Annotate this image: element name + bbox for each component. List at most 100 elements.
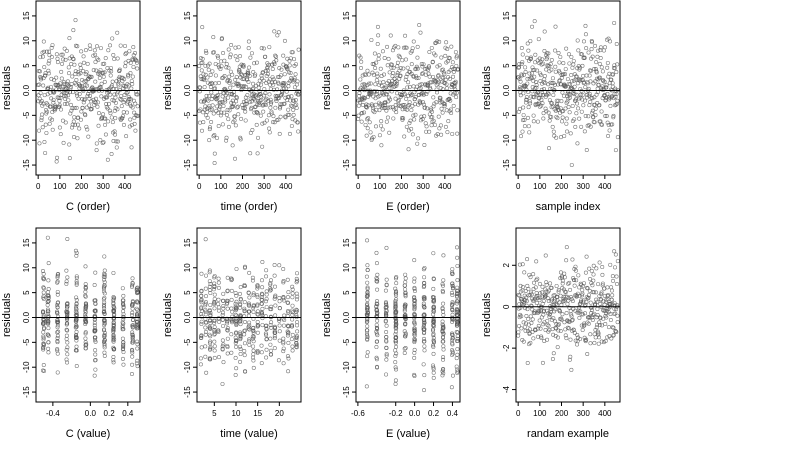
data-point xyxy=(199,321,204,326)
data-point xyxy=(64,357,69,362)
data-point xyxy=(93,352,98,357)
data-point xyxy=(448,91,453,96)
data-point xyxy=(544,93,549,98)
data-point xyxy=(55,155,60,160)
data-point xyxy=(581,103,586,108)
data-point xyxy=(224,138,229,143)
x-tick-label: 10 xyxy=(232,409,241,418)
data-point xyxy=(268,287,273,292)
data-point xyxy=(59,69,64,74)
data-point xyxy=(246,79,251,84)
data-point xyxy=(594,266,599,271)
data-point xyxy=(608,87,613,92)
data-point xyxy=(591,272,596,277)
data-point xyxy=(199,333,204,338)
data-point xyxy=(226,47,231,52)
data-point xyxy=(251,352,256,357)
y-tick-label: 15 xyxy=(22,11,31,20)
data-point xyxy=(135,291,140,296)
data-point xyxy=(406,102,411,107)
data-point xyxy=(546,323,551,328)
data-point xyxy=(54,159,59,164)
x-axis-label: E (value) xyxy=(386,428,430,440)
data-point xyxy=(533,52,538,57)
data-point xyxy=(100,140,105,145)
data-point xyxy=(605,335,610,340)
data-point xyxy=(233,372,238,377)
data-point xyxy=(356,113,361,118)
data-point xyxy=(89,106,94,111)
data-point xyxy=(71,28,76,33)
y-tick-label: -10 xyxy=(342,134,351,146)
data-point xyxy=(551,92,556,97)
data-point xyxy=(208,318,213,323)
data-point xyxy=(612,249,617,254)
data-point xyxy=(393,360,398,365)
data-point xyxy=(38,55,43,60)
data-point xyxy=(358,65,363,70)
data-point xyxy=(111,333,116,338)
data-point xyxy=(373,102,378,107)
y-axis-label: residuals xyxy=(1,292,13,337)
data-point xyxy=(401,116,406,121)
data-point xyxy=(601,308,606,313)
data-point xyxy=(393,365,398,370)
data-point xyxy=(422,313,427,318)
data-point xyxy=(105,66,110,71)
data-point xyxy=(43,150,48,155)
data-point xyxy=(440,373,445,378)
data-point xyxy=(49,76,54,81)
data-point xyxy=(50,127,55,132)
data-point xyxy=(124,110,129,115)
data-point xyxy=(403,346,408,351)
data-point xyxy=(102,350,107,355)
data-point xyxy=(612,66,617,71)
points-7 xyxy=(364,238,460,393)
data-point xyxy=(120,336,125,341)
data-point xyxy=(516,65,521,70)
data-point xyxy=(199,312,204,317)
data-point xyxy=(455,312,460,317)
data-point xyxy=(294,297,299,302)
data-point xyxy=(68,102,73,107)
x-tick-label: 0 xyxy=(36,182,41,191)
data-point xyxy=(79,83,84,88)
data-point xyxy=(583,85,588,90)
data-point xyxy=(578,337,583,342)
data-point xyxy=(130,310,135,315)
data-point xyxy=(522,324,527,329)
data-point xyxy=(111,53,116,58)
y-axis-label: residuals xyxy=(1,65,13,110)
data-point xyxy=(51,97,56,102)
plot-box xyxy=(355,0,461,176)
data-point xyxy=(246,46,251,51)
data-point xyxy=(455,336,460,341)
data-point xyxy=(567,357,572,362)
data-point xyxy=(546,51,551,56)
data-point xyxy=(393,304,398,309)
data-point xyxy=(374,250,379,255)
data-point xyxy=(441,371,446,376)
data-point xyxy=(290,332,295,337)
data-point xyxy=(238,359,243,364)
points-8 xyxy=(516,245,620,372)
data-point xyxy=(199,297,204,302)
data-point xyxy=(234,75,239,80)
data-point xyxy=(208,125,213,130)
data-point xyxy=(240,76,245,81)
data-point xyxy=(212,320,217,325)
data-point xyxy=(268,342,273,347)
data-point xyxy=(65,237,70,242)
data-point xyxy=(450,341,455,346)
data-point xyxy=(531,79,536,84)
data-point xyxy=(543,294,548,299)
data-point xyxy=(216,297,221,302)
data-point xyxy=(422,336,427,341)
data-point xyxy=(596,282,601,287)
data-point xyxy=(277,106,282,111)
data-point xyxy=(47,53,52,58)
data-point xyxy=(251,339,256,344)
y-tick-label: -10 xyxy=(183,134,192,146)
data-point xyxy=(212,296,217,301)
data-point xyxy=(580,327,585,332)
